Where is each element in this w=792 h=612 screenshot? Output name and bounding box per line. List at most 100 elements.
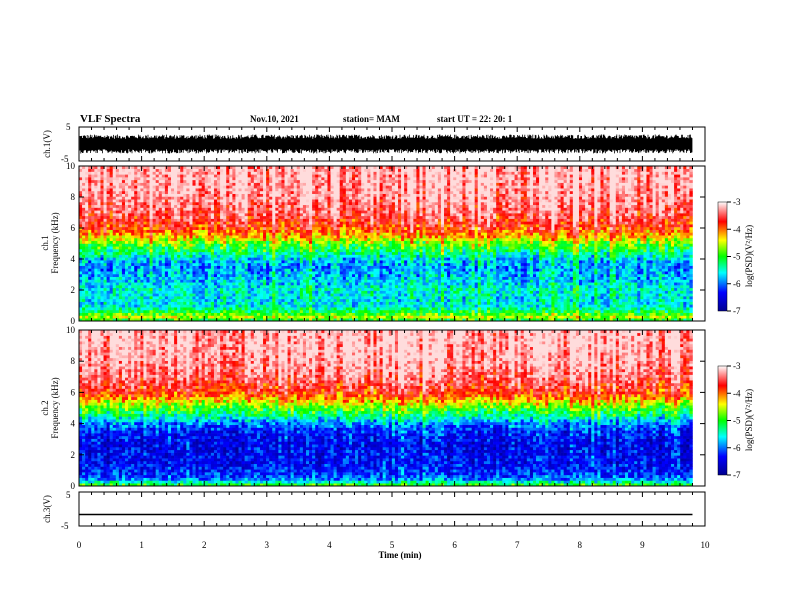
spectrogram-cell <box>88 313 91 316</box>
spectrogram-cell <box>104 191 107 194</box>
spectrogram-cell <box>315 213 318 216</box>
spectrogram-cell <box>146 183 149 186</box>
spectrogram-cell <box>171 277 174 280</box>
spectrogram-cell <box>94 255 97 258</box>
spectrogram-cell <box>235 266 238 269</box>
spectrogram-cell <box>309 191 312 194</box>
spectrogram-cell <box>232 238 235 241</box>
spectrogram-cell <box>82 183 85 186</box>
spectrogram-cell <box>321 224 324 227</box>
spectrogram-cell <box>146 238 149 241</box>
spectrogram-cell <box>303 277 306 280</box>
spectrogram-cell <box>346 221 349 224</box>
spectrogram-cell <box>183 202 186 205</box>
spectrogram-cell <box>180 230 183 233</box>
spectrogram-cell <box>312 224 315 227</box>
spectrogram-cell <box>248 196 251 199</box>
spectrogram-cell <box>278 310 281 313</box>
spectrogram-cell <box>315 227 318 230</box>
spectrogram-cell <box>208 183 211 186</box>
spectrogram-cell <box>278 232 281 235</box>
spectrogram-cell <box>324 191 327 194</box>
spectrogram-cell <box>165 249 168 252</box>
spectrogram-cell <box>153 266 156 269</box>
spectrogram-cell <box>242 238 245 241</box>
spectrogram-cell <box>119 174 122 177</box>
spectrogram-cell <box>162 304 165 307</box>
spectrogram-cell <box>85 230 88 233</box>
spectrogram-cell <box>208 199 211 202</box>
spectrogram-cell <box>180 191 183 194</box>
spectrogram-cell <box>205 221 208 224</box>
spectrogram-cell <box>309 291 312 294</box>
spectrogram-cell <box>324 172 327 175</box>
spectrogram-cell <box>88 238 91 241</box>
spectrogram-cell <box>177 255 180 258</box>
spectrogram-cell <box>189 180 192 183</box>
spectrogram-cell <box>208 285 211 288</box>
spectrogram-cell <box>140 174 143 177</box>
spectrogram-cell <box>186 169 189 172</box>
spectrogram-cell <box>321 263 324 266</box>
spectrogram-cell <box>272 307 275 310</box>
spectrogram-cell <box>156 304 159 307</box>
spectrogram-cell <box>321 230 324 233</box>
spectrogram-cell <box>168 249 171 252</box>
spectrogram-cell <box>254 177 257 180</box>
spectrogram-cell <box>257 227 260 230</box>
spectrogram-cell <box>199 241 202 244</box>
spectrogram-cell <box>272 252 275 255</box>
spectrogram-cell <box>272 291 275 294</box>
spectrogram-cell <box>257 235 260 238</box>
spectrogram-cell <box>303 246 306 249</box>
spectrogram-cell <box>281 241 284 244</box>
spectrogram-cell <box>214 188 217 191</box>
spectrogram-cell <box>235 194 238 197</box>
spectrogram-cell <box>257 285 260 288</box>
spectrogram-cell <box>85 299 88 302</box>
spectrogram-cell <box>168 188 171 191</box>
spectrogram-cell <box>137 252 140 255</box>
spectrogram-cell <box>232 205 235 208</box>
spectrogram-cell <box>226 188 229 191</box>
spectrogram-cell <box>140 224 143 227</box>
spectrogram-cell <box>315 205 318 208</box>
spectrogram-cell <box>260 241 263 244</box>
spectrogram-cell <box>153 277 156 280</box>
spectrogram-cell <box>266 249 269 252</box>
spectrogram-cell <box>217 177 220 180</box>
spectrogram-cell <box>263 263 266 266</box>
spectrogram-cell <box>306 205 309 208</box>
spectrogram-cell <box>217 185 220 188</box>
spectrogram-cell <box>125 268 128 271</box>
spectrogram-cell <box>110 241 113 244</box>
spectrogram-cell <box>94 241 97 244</box>
spectrogram-cell <box>245 246 248 249</box>
spectrogram-cell <box>131 293 134 296</box>
spectrogram-cell <box>278 249 281 252</box>
spectrogram-cell <box>306 224 309 227</box>
spectrogram-cell <box>211 227 214 230</box>
spectrogram-cell <box>143 268 146 271</box>
spectrogram-cell <box>257 299 260 302</box>
spectrogram-cell <box>337 188 340 191</box>
spectrogram-cell <box>214 282 217 285</box>
spectrogram-cell <box>205 208 208 211</box>
spectrogram-cell <box>291 313 294 316</box>
spectrogram-cell <box>88 307 91 310</box>
spectrogram-cell <box>156 299 159 302</box>
spectrogram-cell <box>91 252 94 255</box>
spectrogram-cell <box>159 257 162 260</box>
spectrogram-cell <box>318 277 321 280</box>
spectrogram-cell <box>88 235 91 238</box>
spectrogram-cell <box>156 174 159 177</box>
spectrogram-cell <box>294 202 297 205</box>
spectrogram-cell <box>122 213 125 216</box>
spectrogram-cell <box>214 191 217 194</box>
spectrogram-cell <box>140 266 143 269</box>
spectrogram-cell <box>337 252 340 255</box>
spectrogram-cell <box>171 288 174 291</box>
spectrogram-cell <box>232 296 235 299</box>
spectrogram-cell <box>171 185 174 188</box>
spectrogram-cell <box>303 260 306 263</box>
